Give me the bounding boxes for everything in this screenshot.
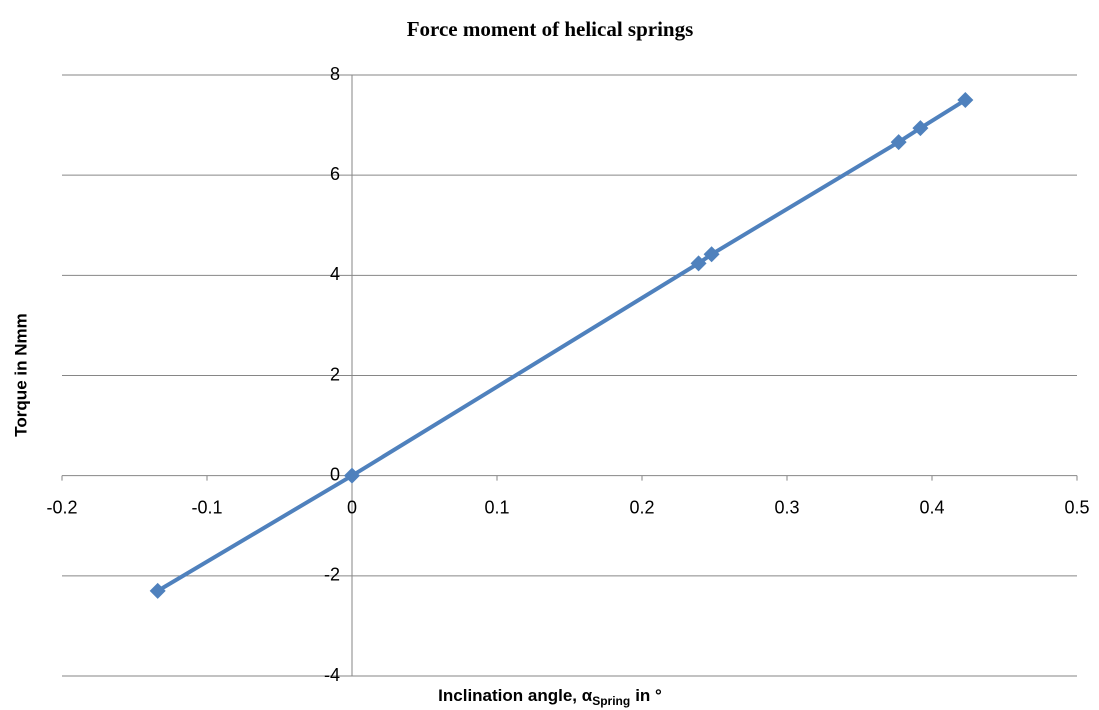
data-point <box>912 120 929 137</box>
y-tick-label: -4 <box>324 665 340 685</box>
chart-title: Force moment of helical springs <box>407 17 694 41</box>
y-tick-label: 0 <box>330 464 340 484</box>
x-axis-label-subscript: Spring <box>592 694 630 708</box>
x-tick-label: 0 <box>347 497 357 517</box>
data-point <box>344 467 360 484</box>
x-axis-label: Inclination angle, αSpring in ° <box>438 686 662 708</box>
series-line <box>156 98 967 593</box>
x-tick-label: 0.2 <box>629 497 654 517</box>
y-axis-label: Torque in Nmm <box>11 313 30 436</box>
data-point <box>703 246 720 263</box>
y-tick-label: 8 <box>330 64 340 84</box>
x-tick-label: 0.5 <box>1064 497 1089 517</box>
y-tick-label: 4 <box>330 264 340 284</box>
x-tick-label: -0.1 <box>191 497 222 517</box>
x-tick-label: -0.2 <box>46 497 77 517</box>
data-point <box>690 255 707 272</box>
x-axis-label-suffix: in ° <box>635 686 662 705</box>
x-axis-label-text: Inclination angle, α <box>438 686 593 705</box>
data-point <box>890 134 907 151</box>
data-point <box>149 582 166 599</box>
x-tick-label: 0.4 <box>919 497 944 517</box>
y-tick-label: 2 <box>330 364 340 384</box>
x-tick-label: 0.3 <box>774 497 799 517</box>
data-point <box>957 92 974 109</box>
y-tick-label: -2 <box>324 565 340 585</box>
x-tick-label: 0.1 <box>484 497 509 517</box>
y-tick-label: 6 <box>330 164 340 184</box>
